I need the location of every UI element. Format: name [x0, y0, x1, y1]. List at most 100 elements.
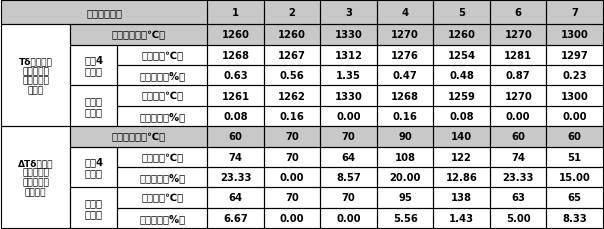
Text: 1330: 1330 — [335, 30, 362, 40]
Bar — [377, 66, 434, 86]
Bar — [117, 46, 207, 66]
Bar — [434, 167, 490, 188]
Bar — [490, 66, 547, 86]
Bar — [264, 188, 320, 208]
Text: 文件4
的方法: 文件4 的方法 — [84, 55, 103, 76]
Text: 预测値（℃）: 预测値（℃） — [141, 91, 183, 101]
Bar — [320, 208, 377, 228]
Bar — [377, 1, 434, 25]
Text: 138: 138 — [451, 193, 472, 203]
Bar — [377, 147, 434, 167]
Bar — [264, 66, 320, 86]
Bar — [117, 66, 207, 86]
Bar — [320, 66, 377, 86]
Bar — [117, 147, 207, 167]
Text: 64: 64 — [228, 193, 243, 203]
Bar — [434, 106, 490, 127]
Bar — [264, 167, 320, 188]
Text: 相对偏差（%）: 相对偏差（%） — [139, 71, 185, 81]
Bar — [320, 25, 377, 46]
Text: 95: 95 — [398, 193, 412, 203]
Bar — [207, 188, 264, 208]
Bar — [1, 25, 70, 127]
Bar — [490, 208, 547, 228]
Bar — [264, 106, 320, 127]
Text: 23.33: 23.33 — [220, 172, 251, 182]
Text: 74: 74 — [511, 152, 525, 162]
Text: 70: 70 — [342, 132, 356, 142]
Bar — [377, 25, 434, 46]
Bar — [434, 127, 490, 147]
Bar — [320, 208, 377, 228]
Bar — [207, 106, 264, 127]
Bar — [377, 127, 434, 147]
Bar — [320, 147, 377, 167]
Bar — [547, 106, 603, 127]
Text: 1267: 1267 — [278, 51, 306, 61]
Bar — [377, 86, 434, 106]
Bar — [434, 86, 490, 106]
Text: 74: 74 — [228, 152, 243, 162]
Bar — [490, 188, 547, 208]
Bar — [207, 1, 264, 25]
Text: 相对偏差（%）: 相对偏差（%） — [139, 213, 185, 223]
Text: 6: 6 — [515, 8, 522, 18]
Bar — [547, 127, 603, 147]
Text: 70: 70 — [285, 152, 299, 162]
Bar — [320, 127, 377, 147]
Text: 70: 70 — [285, 193, 299, 203]
Bar — [207, 147, 264, 167]
Bar — [434, 66, 490, 86]
Bar — [434, 46, 490, 66]
Text: 1300: 1300 — [561, 91, 589, 101]
Text: 63: 63 — [511, 193, 525, 203]
Bar — [207, 167, 264, 188]
Bar — [207, 167, 264, 188]
Bar — [547, 208, 603, 228]
Bar — [547, 46, 603, 66]
Text: 实验测量値（℃）: 实验测量値（℃） — [112, 132, 165, 142]
Bar — [377, 106, 434, 127]
Bar — [547, 66, 603, 86]
Bar — [320, 1, 377, 25]
Text: 1312: 1312 — [335, 51, 362, 61]
Text: 65: 65 — [568, 193, 582, 203]
Text: 0.16: 0.16 — [393, 112, 417, 121]
Text: 1254: 1254 — [448, 51, 476, 61]
Bar — [490, 147, 547, 167]
Bar — [434, 208, 490, 228]
Bar — [320, 167, 377, 188]
Bar — [434, 46, 490, 66]
Bar — [547, 188, 603, 208]
Text: 0.00: 0.00 — [280, 213, 304, 223]
Bar — [264, 86, 320, 106]
Bar — [434, 66, 490, 86]
Text: ΔTδ（奥氏
体加高温铁
素体两相区
的宽度）: ΔTδ（奥氏 体加高温铁 素体两相区 的宽度） — [18, 158, 53, 196]
Bar — [547, 127, 603, 147]
Text: 本发明
的方法: 本发明 的方法 — [85, 96, 103, 117]
Text: 本发明
的方法: 本发明 的方法 — [85, 197, 103, 218]
Bar — [70, 147, 117, 188]
Bar — [207, 86, 264, 106]
Text: 7: 7 — [571, 8, 578, 18]
Bar — [320, 188, 377, 208]
Text: 实验测量値（℃）: 实验测量値（℃） — [112, 30, 165, 40]
Bar — [377, 167, 434, 188]
Text: 0.16: 0.16 — [280, 112, 304, 121]
Text: 0.23: 0.23 — [562, 71, 587, 81]
Text: 70: 70 — [342, 193, 356, 203]
Bar — [70, 127, 207, 147]
Bar — [207, 25, 264, 46]
Bar — [490, 1, 547, 25]
Bar — [490, 127, 547, 147]
Bar — [490, 208, 547, 228]
Text: 1261: 1261 — [222, 91, 249, 101]
Bar — [490, 167, 547, 188]
Bar — [377, 106, 434, 127]
Bar — [207, 1, 264, 25]
Text: 3: 3 — [345, 8, 352, 18]
Text: 51: 51 — [568, 152, 582, 162]
Bar — [264, 147, 320, 167]
Bar — [264, 167, 320, 188]
Bar — [434, 127, 490, 147]
